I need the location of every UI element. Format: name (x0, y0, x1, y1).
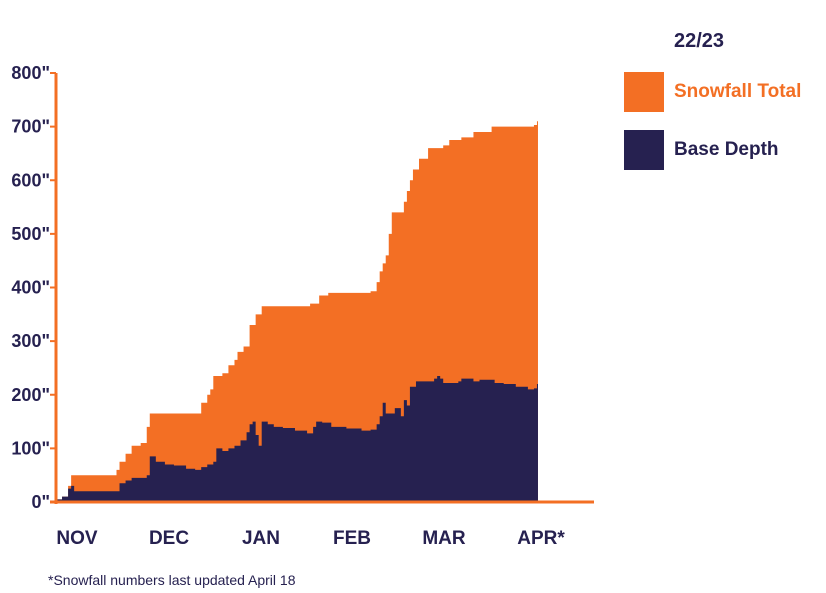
legend-swatch-snowfall-total (624, 72, 664, 112)
legend-item-base-depth: Base Depth (624, 130, 779, 170)
x-month-label: NOV (56, 528, 98, 549)
x-month-label: APR* (517, 528, 565, 549)
footnote: *Snowfall numbers last updated April 18 (48, 572, 296, 588)
legend-label-base-depth: Base Depth (674, 139, 779, 160)
y-tick-label: 700" (11, 117, 50, 137)
x-month-label: DEC (149, 528, 189, 549)
plot-areas (56, 121, 538, 502)
legend-item-snowfall-total: Snowfall Total (624, 72, 801, 112)
y-tick-label: 200" (11, 385, 50, 405)
y-tick-label: 600" (11, 170, 50, 190)
x-month-label: MAR (422, 528, 466, 549)
legend-season-title: 22/23 (674, 30, 725, 52)
y-axis-ticks: 0" 100" 200" 300" 400" 500" 600" 700" 800" (11, 63, 56, 512)
y-tick-label: 400" (11, 278, 50, 298)
y-tick-label: 500" (11, 224, 50, 244)
x-month-label: JAN (242, 528, 280, 549)
x-month-label: FEB (333, 528, 371, 549)
y-tick-label: 800" (11, 63, 50, 83)
y-tick-label: 0" (31, 492, 50, 512)
y-tick-label: 100" (11, 438, 50, 458)
y-tick-label: 300" (11, 331, 50, 351)
legend-swatch-base-depth (624, 130, 664, 170)
x-axis-month-labels: NOV DEC JAN FEB MAR APR* (56, 528, 565, 549)
legend-label-snowfall-total: Snowfall Total (674, 81, 802, 102)
series-area-base-depth (56, 375, 538, 502)
